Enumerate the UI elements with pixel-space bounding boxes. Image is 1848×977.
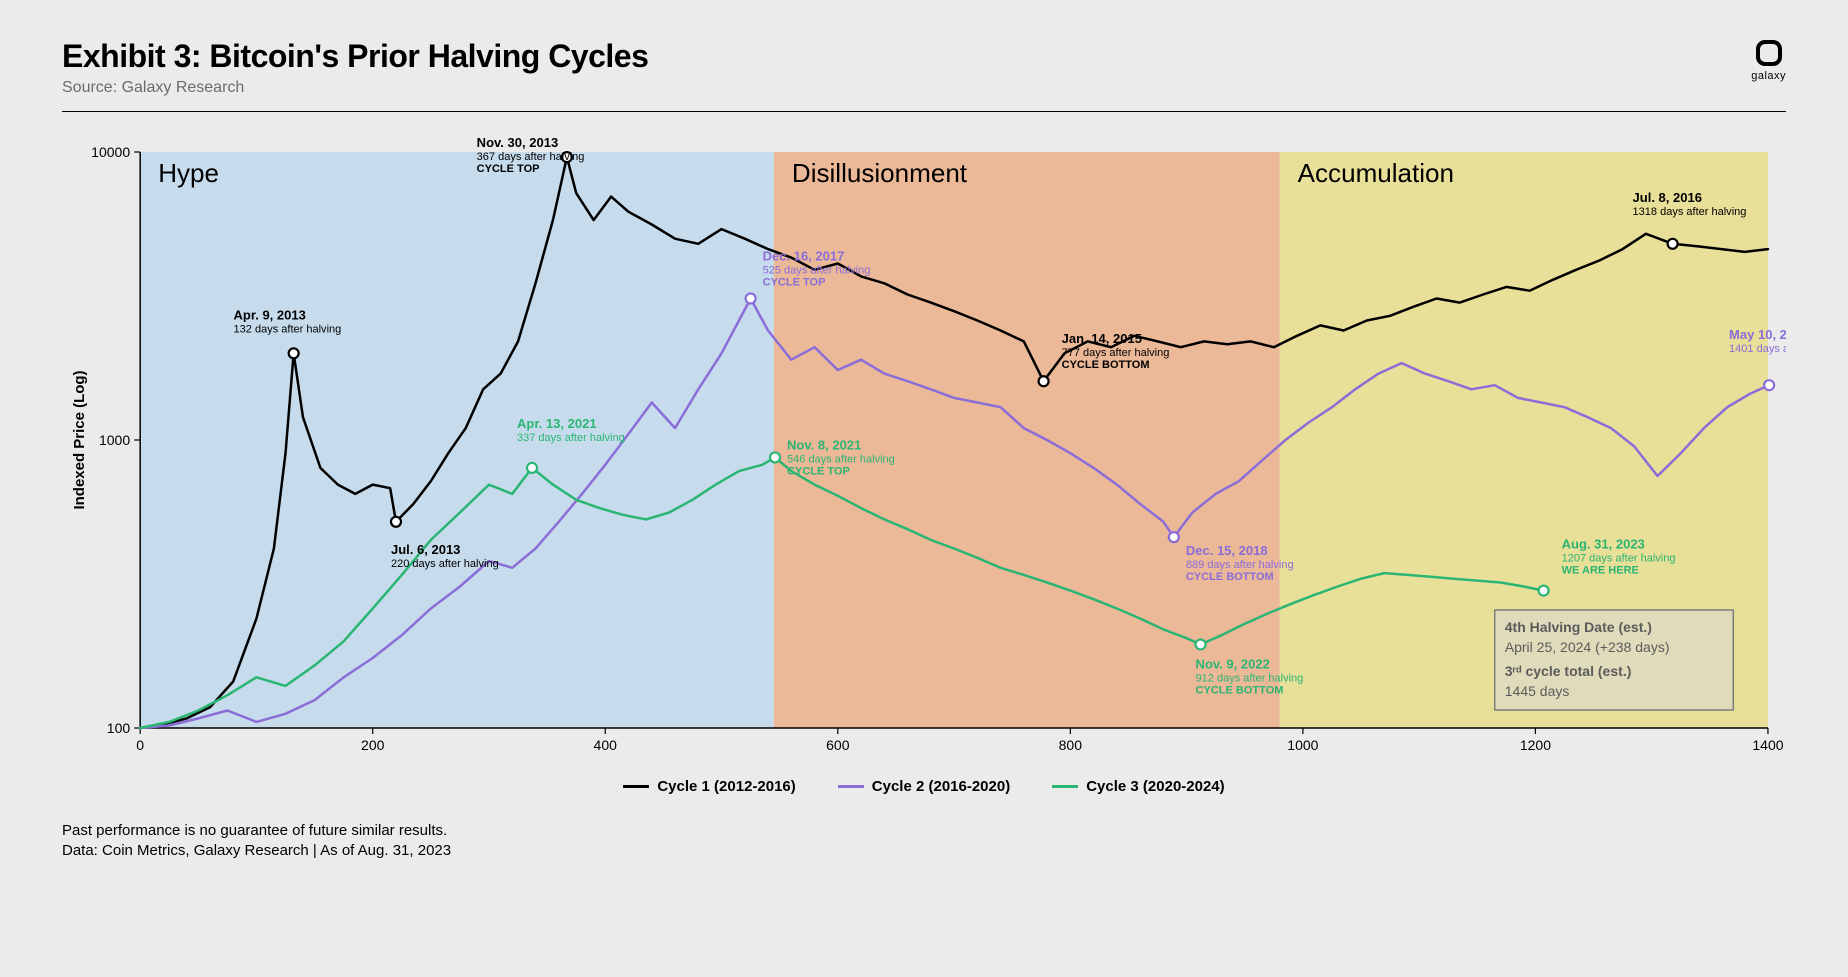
y-tick-label: 1000 (99, 432, 130, 448)
annotation-date: Apr. 9, 2013 (234, 307, 306, 322)
x-tick-label: 1400 (1752, 737, 1783, 753)
legend-item: Cycle 2 (2016-2020) (838, 778, 1010, 795)
annotation-sub: 525 days after halving (763, 264, 871, 276)
annotation-date: Dec. 16, 2017 (763, 249, 845, 264)
galaxy-logo-text: galaxy (1751, 70, 1786, 82)
x-tick-label: 1200 (1520, 737, 1551, 753)
infobox-title2: 3ʳᵈ cycle total (est.) (1505, 663, 1632, 679)
annotation-marker (1039, 376, 1049, 386)
footnotes: Past performance is no guarantee of futu… (62, 821, 1786, 862)
annotation-sub: 546 days after halving (787, 453, 895, 465)
legend-swatch (1052, 785, 1078, 788)
annotation-date: Nov. 9, 2022 (1196, 656, 1270, 671)
annotation-date: Jan. 14, 2015 (1062, 331, 1142, 346)
y-tick-label: 10000 (91, 144, 130, 160)
annotation-marker (1196, 639, 1206, 649)
phase-label: Accumulation (1298, 158, 1454, 188)
annotation-date: May 10, 2020 (1729, 327, 1786, 342)
annotation-tag: CYCLE BOTTOM (1196, 684, 1284, 696)
infobox-line: April 25, 2024 (+238 days) (1505, 639, 1670, 655)
annotation-sub: 1207 days after halving (1562, 553, 1676, 565)
annotation-marker (1764, 380, 1774, 390)
exhibit-title: Exhibit 3: Bitcoin's Prior Halving Cycle… (62, 38, 648, 75)
x-tick-label: 1000 (1287, 737, 1318, 753)
x-tick-label: 600 (826, 737, 850, 753)
annotation-tag: CYCLE TOP (477, 163, 540, 175)
title-block: Exhibit 3: Bitcoin's Prior Halving Cycle… (62, 38, 648, 97)
annotation-date: Jul. 6, 2013 (391, 542, 460, 557)
annotation-marker (746, 293, 756, 303)
annotation-marker (1169, 532, 1179, 542)
annotation-marker (527, 463, 537, 473)
legend-label: Cycle 1 (2012-2016) (657, 778, 795, 795)
source-line: Source: Galaxy Research (62, 79, 648, 97)
legend-label: Cycle 3 (2020-2024) (1086, 778, 1224, 795)
x-tick-label: 800 (1059, 737, 1083, 753)
annotation-sub: 889 days after halving (1186, 559, 1294, 571)
annotation-sub: 367 days after halving (477, 151, 585, 163)
annotation-date: Apr. 13, 2021 (517, 416, 597, 431)
infobox-title: 4th Halving Date (est.) (1505, 619, 1652, 635)
annotation-marker (289, 348, 299, 358)
annotation-marker (770, 452, 780, 462)
annotation-date: Nov. 8, 2021 (787, 437, 861, 452)
chart: Hype Disillusionment Accumulation 100 1000 10… (62, 134, 1786, 774)
galaxy-logo-icon (1754, 38, 1784, 68)
galaxy-logo: galaxy (1751, 38, 1786, 82)
phase-label: Disillusionment (792, 158, 968, 188)
legend: Cycle 1 (2012-2016) Cycle 2 (2016-2020) Cy… (62, 778, 1786, 795)
legend-swatch (623, 785, 649, 788)
annotation-sub: 912 days after halving (1196, 672, 1304, 684)
footnote-disclaimer: Past performance is no guarantee of futu… (62, 821, 1786, 841)
x-tick-label: 200 (361, 737, 385, 753)
annotation-marker (1539, 586, 1549, 596)
annotation-tag: CYCLE TOP (787, 465, 850, 477)
annotation-tag: CYCLE TOP (763, 276, 826, 288)
annotation-date: Jul. 8, 2016 (1633, 190, 1702, 205)
annotation-sub: 337 days after halving (517, 432, 625, 444)
y-axis-label: Indexed Price (Log) (71, 370, 88, 509)
annotation-sub: 777 days after halving (1062, 347, 1170, 359)
header: Exhibit 3: Bitcoin's Prior Halving Cycle… (62, 38, 1786, 112)
y-tick-label: 100 (107, 720, 131, 736)
legend-label: Cycle 2 (2016-2020) (872, 778, 1010, 795)
annotation-marker (1668, 239, 1678, 249)
annotation-tag: CYCLE BOTTOM (1186, 571, 1274, 583)
legend-item: Cycle 1 (2012-2016) (623, 778, 795, 795)
annotation-date: Aug. 31, 2023 (1562, 537, 1645, 552)
annotation-marker (391, 517, 401, 527)
annotation-date: Dec. 15, 2018 (1186, 543, 1268, 558)
annotation-tag: WE ARE HERE (1562, 565, 1639, 577)
annotation-tag: CYCLE BOTTOM (1062, 359, 1150, 371)
x-tick-label: 400 (594, 737, 618, 753)
legend-item: Cycle 3 (2020-2024) (1052, 778, 1224, 795)
phase-label: Hype (158, 158, 219, 188)
legend-swatch (838, 785, 864, 788)
annotation-sub: 1318 days after halving (1633, 206, 1747, 218)
annotation-sub: 1401 days after halving (1729, 343, 1786, 355)
annotation-sub: 132 days after halving (234, 323, 342, 335)
x-tick-label: 0 (136, 737, 144, 753)
infobox-line2: 1445 days (1505, 683, 1570, 699)
annotation-sub: 220 days after halving (391, 558, 499, 570)
footnote-data: Data: Coin Metrics, Galaxy Research | As… (62, 841, 1786, 861)
annotation-date: Nov. 30, 2013 (477, 135, 559, 150)
